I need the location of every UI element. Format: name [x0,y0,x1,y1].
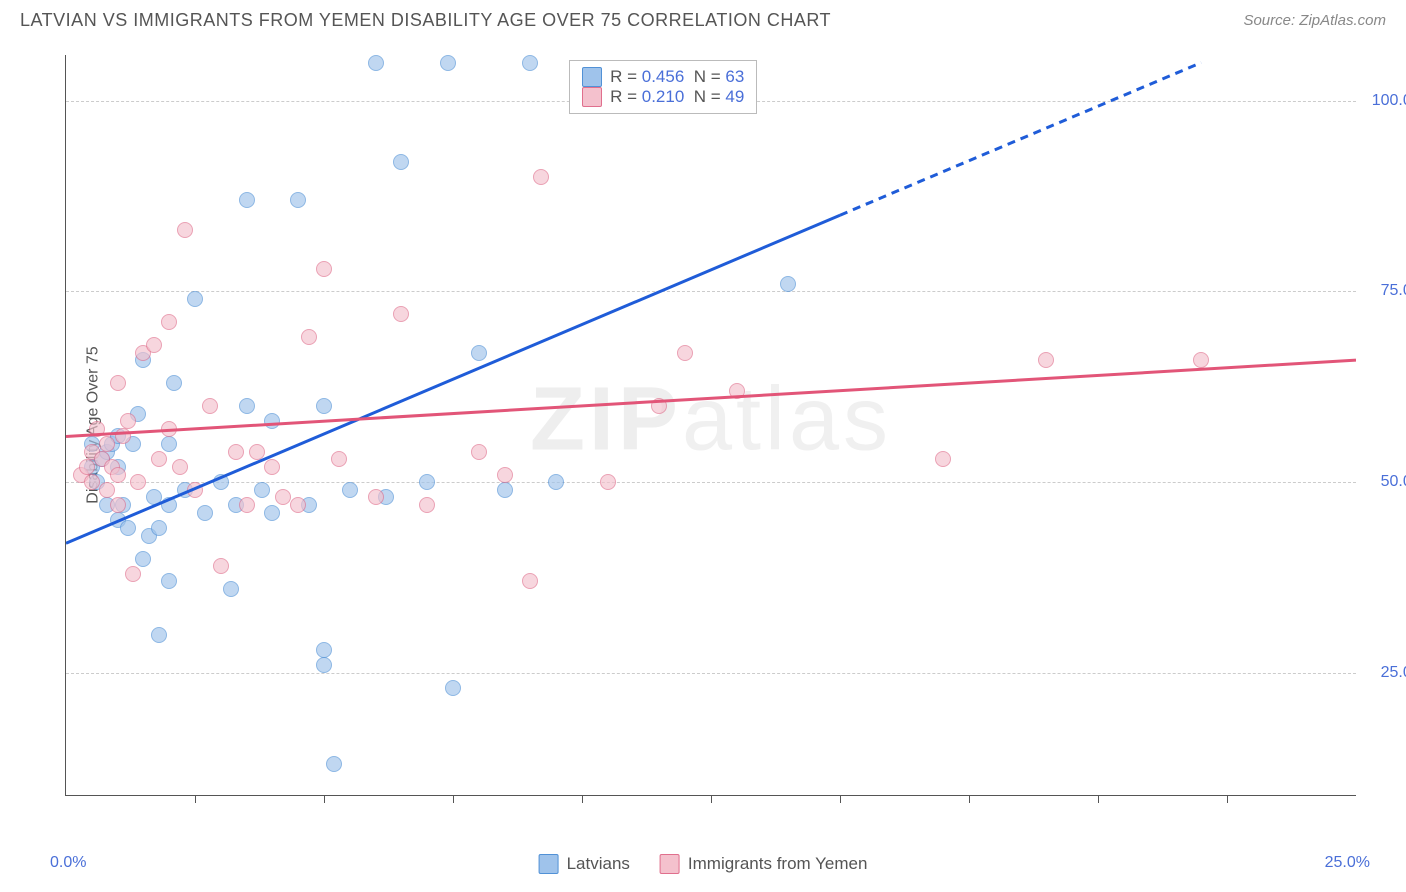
swatch-icon [660,854,680,874]
legend-item-latvians: Latvians [539,854,630,874]
swatch-icon [539,854,559,874]
series-legend: Latvians Immigrants from Yemen [539,854,868,874]
stats-legend-box: R = 0.456 N = 63R = 0.210 N = 49 [569,60,757,114]
legend-item-yemen: Immigrants from Yemen [660,854,868,874]
trend-lines [66,55,1356,795]
legend-stats-row: R = 0.456 N = 63 [582,67,744,87]
legend-stats-row: R = 0.210 N = 49 [582,87,744,107]
page-title: LATVIAN VS IMMIGRANTS FROM YEMEN DISABIL… [20,10,831,31]
source-label: Source: ZipAtlas.com [1243,12,1386,29]
chart-container: Disability Age Over 75 ZIPatlas R = 0.45… [50,55,1370,795]
scatter-plot: ZIPatlas R = 0.456 N = 63R = 0.210 N = 4… [65,55,1356,796]
